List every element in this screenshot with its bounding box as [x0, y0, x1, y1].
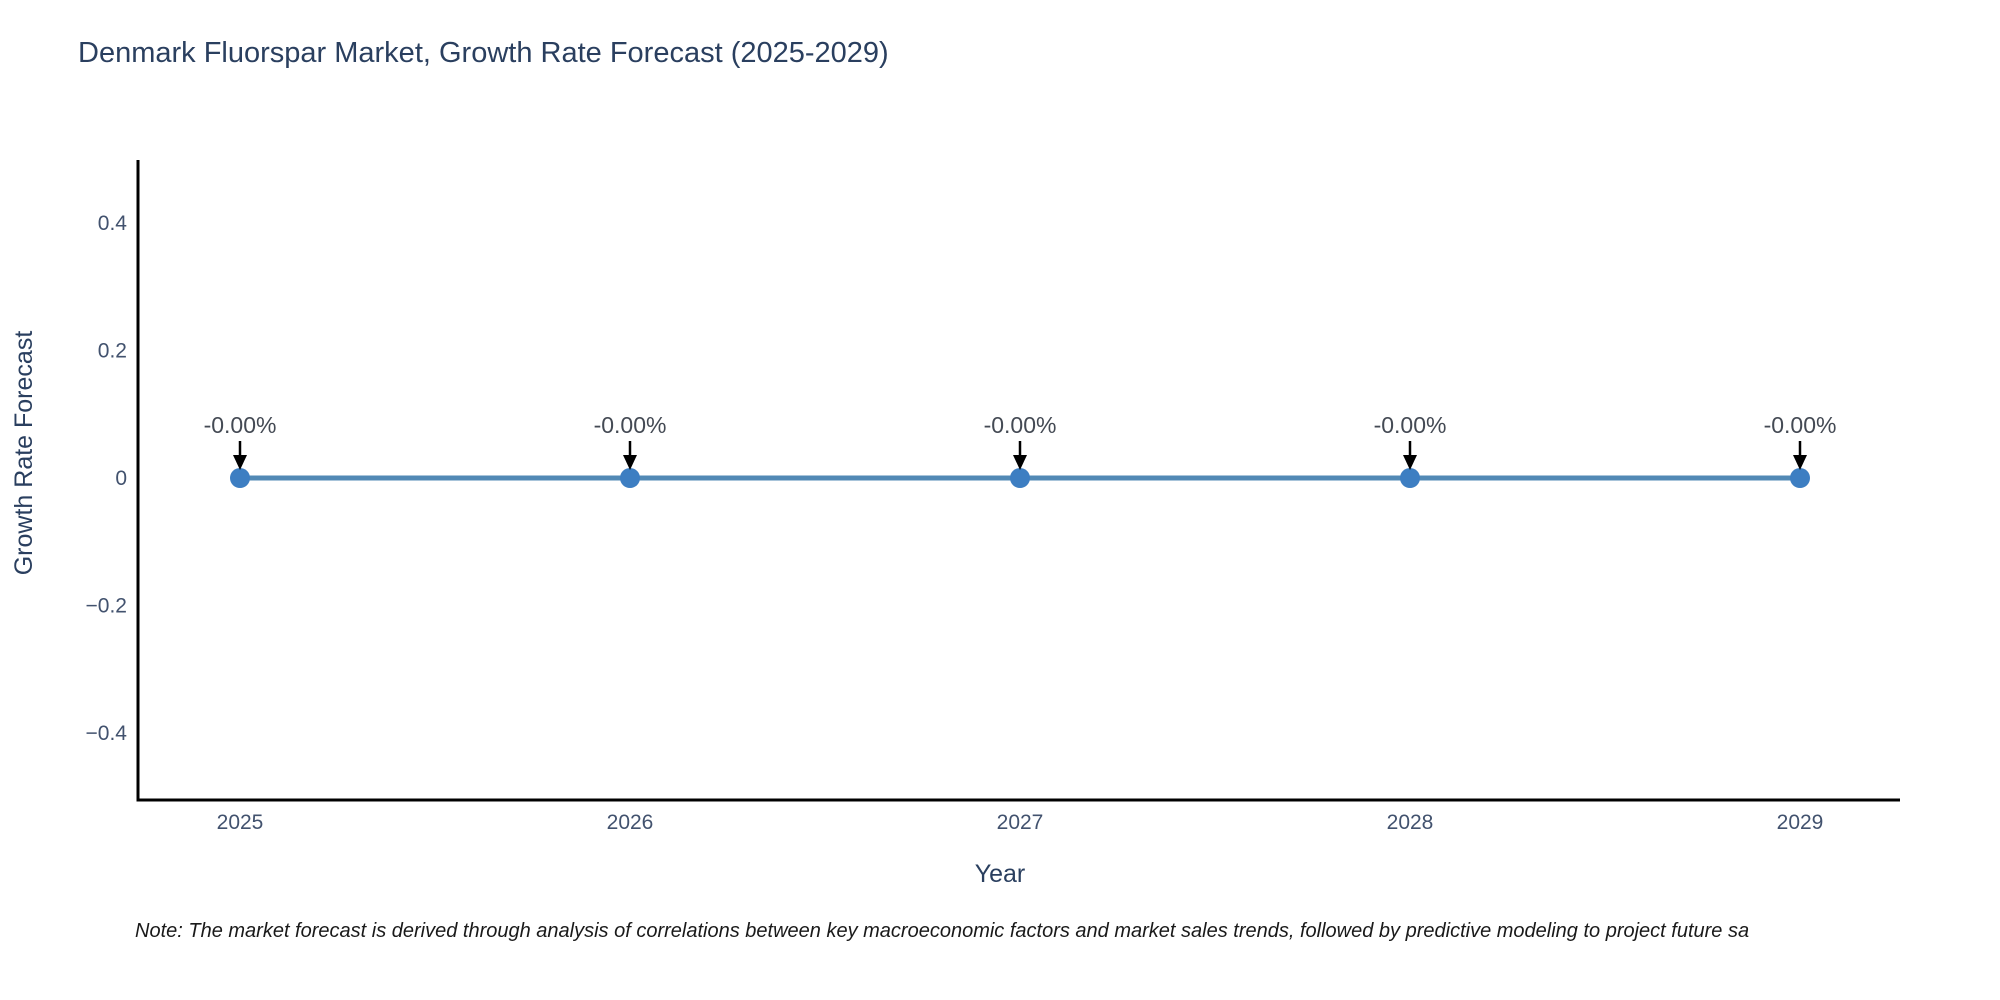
chart-title: Denmark Fluorspar Market, Growth Rate Fo…	[78, 37, 889, 69]
annotation-arrow-head-icon	[1403, 455, 1417, 470]
data-point-label: -0.00%	[594, 412, 667, 438]
data-point-marker	[1400, 468, 1420, 488]
x-tick-label: 2026	[607, 811, 654, 834]
x-axis-title: Year	[974, 860, 1026, 888]
annotation-arrow-head-icon	[233, 455, 247, 470]
y-tick-label: 0.2	[98, 340, 127, 363]
x-tick-label: 2025	[217, 811, 264, 834]
y-tick-label: −0.4	[86, 722, 128, 745]
x-tick-label: 2027	[997, 811, 1044, 834]
data-point-marker	[1010, 468, 1030, 488]
data-point-label: -0.00%	[204, 412, 277, 438]
x-tick-label: 2028	[1387, 811, 1434, 834]
data-point-label: -0.00%	[984, 412, 1057, 438]
footnote: Note: The market forecast is derived thr…	[135, 920, 1750, 942]
annotation-arrow-head-icon	[623, 455, 637, 470]
data-point-marker	[1790, 468, 1810, 488]
y-tick-label: 0	[115, 467, 127, 490]
data-point-label: -0.00%	[1374, 412, 1447, 438]
y-tick-label: 0.4	[98, 212, 128, 235]
data-point-marker	[620, 468, 640, 488]
annotation-arrow-head-icon	[1013, 455, 1027, 470]
x-tick-label: 2029	[1777, 811, 1824, 834]
data-point-marker	[230, 468, 250, 488]
annotation-arrow-head-icon	[1793, 455, 1807, 470]
data-point-label: -0.00%	[1764, 412, 1837, 438]
y-tick-label: −0.2	[86, 595, 127, 618]
